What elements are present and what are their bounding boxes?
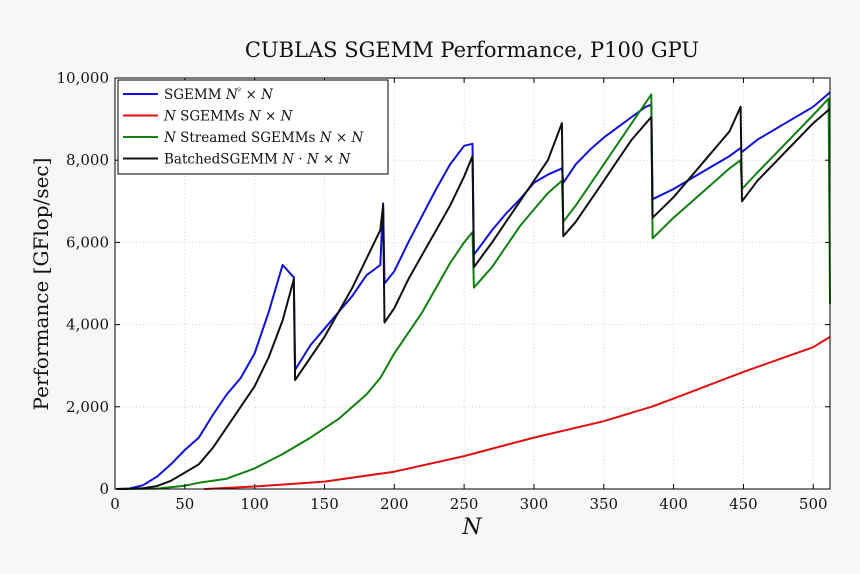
y-tick-label: 0 — [99, 480, 109, 498]
x-tick-label: 50 — [175, 495, 194, 513]
series-line-3 — [116, 93, 831, 490]
y-tick-label: 10,000 — [57, 69, 110, 87]
x-tick-label: 200 — [380, 495, 409, 513]
x-tick-label: 150 — [310, 495, 339, 513]
plot-frame — [114, 77, 831, 490]
legend-label: N Streamed SGEMMs N × N — [163, 130, 364, 146]
legend-label: N SGEMMs N × N — [163, 109, 294, 125]
y-tick-label: 4,000 — [66, 316, 109, 334]
x-axis-label: N — [461, 515, 482, 540]
chart-title: CUBLAS SGEMM Performance, P100 GPU — [245, 38, 699, 62]
series-line-4 — [116, 105, 831, 490]
y-tick-label: 2,000 — [66, 398, 109, 416]
series-line-2 — [204, 336, 831, 490]
x-tick-label: 100 — [240, 495, 269, 513]
legend: SGEMM N² × N N SGEMMs N × N N Streamed SGE… — [117, 79, 389, 175]
y-tick-label: 8,000 — [66, 151, 109, 169]
x-tick-label: 450 — [729, 495, 758, 513]
x-tick-label: 300 — [520, 495, 549, 513]
x-tick-label: 250 — [450, 495, 479, 513]
y-axis-label: Performance [GFlop/sec] — [29, 158, 53, 411]
legend-box — [117, 79, 389, 175]
y-tick-label: 6,000 — [66, 233, 109, 251]
x-tick-label: 500 — [799, 495, 828, 513]
legend-label: BatchedSGEMM N · N × N — [164, 152, 352, 168]
x-tick-label: 400 — [659, 495, 688, 513]
x-tick-label: 0 — [110, 495, 120, 513]
ticks: 0 50 100 150 200 250 300 350 400 450 500 0 2,000 4,00… — [57, 69, 830, 513]
legend-label: SGEMM N² × N — [164, 87, 274, 103]
x-tick-label: 350 — [589, 495, 618, 513]
series-layer — [116, 91, 831, 490]
